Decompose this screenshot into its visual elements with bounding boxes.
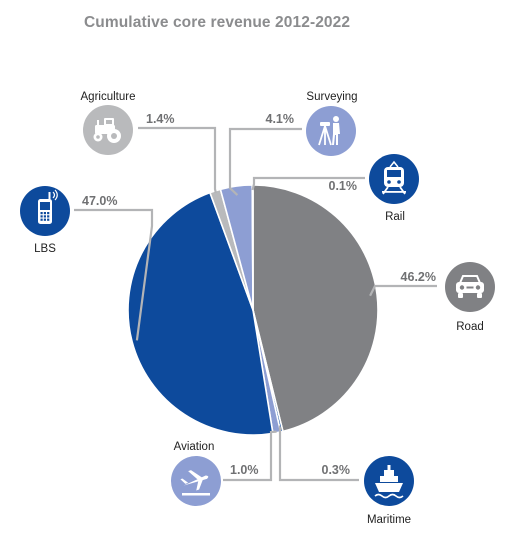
- pie-slice-lbs: [127, 191, 274, 436]
- airplane-icon: [171, 456, 221, 506]
- leader-line-road: [369, 284, 437, 297]
- segment-name-rail: Rail: [385, 211, 405, 223]
- car-icon: [445, 262, 495, 312]
- percent-label-rail: 0.1%: [329, 179, 358, 193]
- segment-name-surveying: Surveying: [306, 91, 357, 103]
- percent-label-road: 46.2%: [401, 270, 436, 284]
- pie-slices: [127, 184, 379, 436]
- segment-name-aviation: Aviation: [174, 441, 215, 453]
- segment-labels: 46.2% Road 0.3% Maritime 1.0% Aviation 47.0% LB…: [34, 91, 484, 526]
- segment-name-lbs: LBS: [34, 243, 56, 255]
- leader-line-agriculture: [138, 126, 217, 194]
- chart-title: Cumulative core revenue 2012-2022: [84, 14, 351, 31]
- segment-name-maritime: Maritime: [367, 514, 411, 526]
- leader-line-surveying: [228, 127, 302, 196]
- leader-line-maritime: [278, 424, 359, 482]
- leader-line-lbs: [74, 208, 154, 341]
- train-icon: [369, 154, 419, 204]
- pie-slice-rail: [251, 184, 254, 311]
- ship-icon: [364, 456, 414, 506]
- percent-label-lbs: 47.0%: [82, 194, 117, 208]
- segment-icons: [20, 105, 495, 506]
- leader-lines: [74, 126, 437, 482]
- leader-line-aviation: [223, 430, 277, 482]
- pie-slice-road: [252, 184, 379, 433]
- percent-label-maritime: 0.3%: [322, 463, 351, 477]
- segment-name-road: Road: [456, 321, 484, 333]
- percent-label-agriculture: 1.4%: [146, 112, 175, 126]
- percent-label-aviation: 1.0%: [230, 463, 259, 477]
- leader-line-rail: [251, 176, 365, 191]
- surveyor-tripod-icon: [306, 106, 356, 156]
- percent-label-surveying: 4.1%: [266, 112, 295, 126]
- segment-name-agriculture: Agriculture: [81, 91, 136, 103]
- tractor-icon: [83, 105, 133, 155]
- mobile-phone-icon: [20, 186, 70, 236]
